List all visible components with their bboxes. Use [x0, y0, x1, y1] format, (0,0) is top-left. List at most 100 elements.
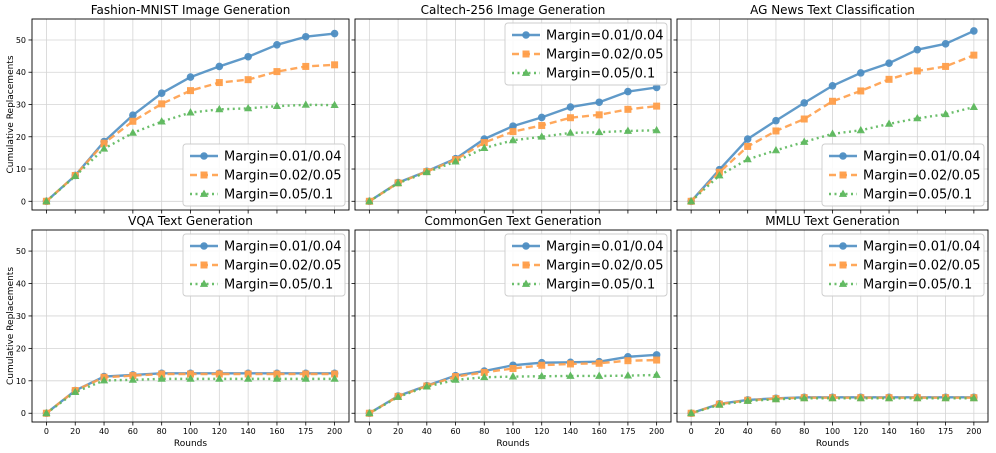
data-point [365, 196, 374, 205]
data-point [331, 61, 339, 69]
data-point [969, 102, 978, 110]
data-point [913, 113, 922, 122]
legend: Margin=0.01/0.04 Margin=0.02/0.05 Margin=0… [821, 143, 985, 207]
x-tick-label: 20 [393, 427, 403, 436]
data-point [566, 103, 575, 111]
legend: Margin=0.01/0.04 Margin=0.02/0.05 Margin=0… [821, 233, 985, 297]
data-point [942, 62, 950, 70]
x-axis-label: Rounds [816, 439, 849, 449]
x-tick-label: 80 [479, 427, 489, 436]
legend-marker [521, 68, 531, 76]
data-point [856, 125, 865, 134]
data-point [772, 116, 780, 125]
x-tick-label: 140 [881, 427, 896, 436]
x-tick-label: 200 [966, 427, 981, 436]
data-point [653, 102, 661, 110]
data-point [451, 375, 460, 383]
data-point [941, 393, 950, 402]
data-point [158, 100, 166, 108]
data-point [301, 374, 310, 382]
data-point [595, 359, 603, 367]
data-point [800, 393, 809, 402]
series-3 [687, 102, 978, 205]
legend-label: Margin=0.01/0.04 [224, 150, 342, 165]
series-line [690, 397, 974, 415]
data-point [129, 117, 137, 125]
legend-label: Margin=0.05/0.1 [863, 188, 972, 203]
x-tick-label: 160 [269, 427, 284, 436]
data-point [537, 132, 546, 140]
data-point [595, 111, 603, 119]
legend-label: Margin=0.02/0.05 [863, 259, 981, 274]
legend-marker [200, 152, 208, 160]
x-tick-label: 100 [825, 427, 840, 436]
y-tick-label: 0 [21, 197, 26, 206]
legend-label: Margin=0.02/0.05 [546, 259, 664, 274]
x-tick-label: 140 [240, 427, 255, 436]
legend-label: Margin=0.02/0.05 [224, 169, 342, 184]
data-point [302, 62, 310, 70]
legend-marker [521, 279, 531, 287]
data-point [885, 75, 893, 83]
data-point [244, 103, 253, 112]
y-tick-label: 0 [21, 409, 26, 418]
legend-marker [839, 261, 847, 269]
data-point [537, 113, 546, 122]
data-point [422, 167, 431, 176]
y-axis-label: Cumulative Replacements [6, 267, 16, 385]
x-tick-label: 200 [327, 427, 342, 436]
data-point [480, 372, 489, 381]
data-point [623, 126, 633, 134]
legend-label: Margin=0.05/0.1 [546, 278, 655, 293]
data-point [800, 115, 808, 123]
legend-label: Margin=0.02/0.05 [863, 169, 981, 184]
data-point [743, 135, 752, 143]
data-point [215, 374, 224, 382]
legend-label: Margin=0.05/0.1 [224, 188, 333, 203]
data-point [800, 137, 809, 145]
x-tick-label: 160 [592, 427, 607, 436]
data-point [365, 408, 374, 417]
legend: Margin=0.01/0.04 Margin=0.02/0.05 Margin=0… [182, 233, 346, 297]
series-line [45, 63, 335, 203]
data-point [652, 125, 661, 134]
data-point [480, 143, 489, 151]
data-point [687, 408, 696, 417]
data-point [186, 108, 195, 116]
y-tick-label: 30 [16, 100, 26, 109]
data-point [857, 87, 865, 95]
data-point [301, 32, 310, 41]
data-point [800, 99, 809, 107]
chart-title: Fashion-MNIST Image Generation [91, 3, 291, 17]
data-point [451, 157, 460, 165]
data-point [42, 408, 51, 417]
series-3 [365, 125, 661, 205]
data-point [186, 87, 194, 95]
data-point [273, 41, 281, 49]
data-point [71, 387, 80, 396]
data-point [422, 382, 431, 390]
data-point [186, 374, 195, 382]
chart-title: CommonGen Text Generation [424, 214, 601, 228]
x-tick-label: 120 [534, 427, 549, 436]
data-point [771, 145, 781, 154]
data-point [653, 356, 661, 364]
x-tick-label: 120 [212, 427, 227, 436]
chart-panel-4: 0 20 40 60 80 100 120 140 160 175 200 0 10 20 30 40 50 VQ… [6, 214, 350, 449]
legend-label: Margin=0.05/0.1 [224, 278, 333, 293]
data-point [244, 76, 252, 84]
data-point [186, 73, 195, 81]
x-tick-label: 100 [183, 427, 198, 436]
y-axis-label: Cumulative Replacements [6, 55, 16, 173]
legend: Margin=0.01/0.04 Margin=0.02/0.05 Margin=0… [182, 143, 346, 207]
data-point [273, 68, 281, 76]
data-point [772, 127, 780, 135]
legend-marker [200, 242, 208, 250]
x-tick-label: 120 [853, 427, 868, 436]
data-point [624, 105, 632, 113]
data-point [743, 154, 752, 163]
data-point [687, 196, 696, 205]
y-tick-label: 10 [16, 377, 26, 386]
y-tick-label: 40 [16, 280, 26, 289]
legend-label: Margin=0.05/0.1 [863, 278, 972, 293]
